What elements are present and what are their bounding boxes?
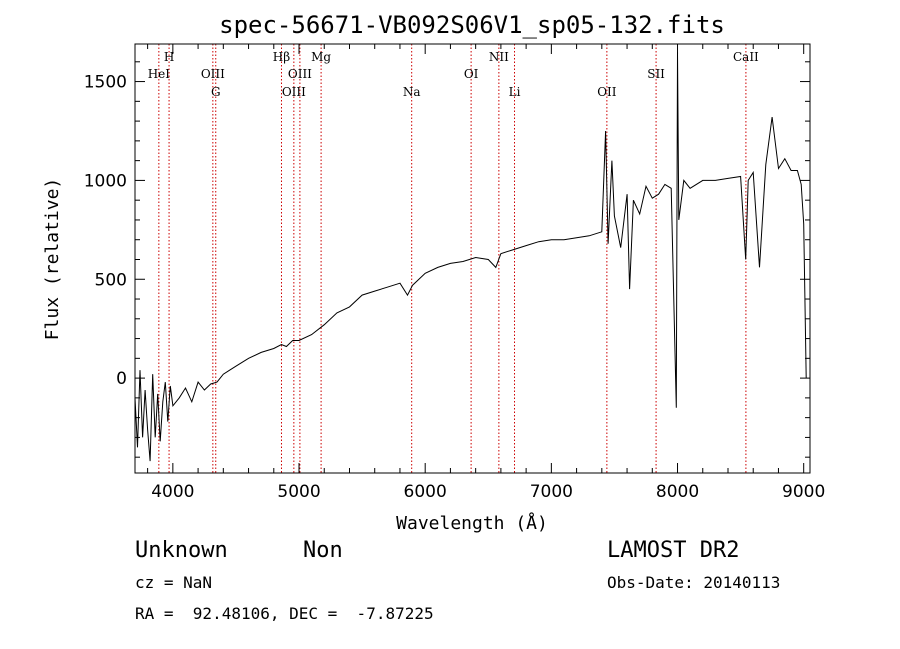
spectral-line-label-4: Hβ [273,50,290,64]
spectral-line-label-14: CaII [733,50,759,64]
spectral-line-label-3: G [211,85,221,99]
spectral-line-label-7: Mg [311,50,331,64]
x-tick-label-4: 8000 [656,482,699,502]
spectral-line-label-5: OIII [282,85,306,99]
redshift-value: cz = NaN [135,573,213,592]
x-tick-label-2: 6000 [404,482,447,502]
y-tick-label-3: 1500 [84,73,127,93]
x-tick-label-0: 4000 [151,482,194,502]
spectral-line-label-6: OIII [288,67,312,81]
spectral-line-label-8: Na [403,85,421,99]
y-tick-label-1: 500 [95,270,127,290]
x-tick-label-3: 7000 [530,482,573,502]
spectral-line-label-10: NII [489,50,509,64]
spectral-line-label-0: HeI [148,67,171,81]
object-class: Unknown [135,538,228,563]
x-tick-label-5: 9000 [782,482,825,502]
plot-area-frame [134,43,811,474]
x-tick-label-1: 5000 [277,482,320,502]
y-tick-label-2: 1000 [84,171,127,191]
observation-date: Obs-Date: 20140113 [607,573,781,592]
spectrum-series [134,51,807,462]
spectral-line-label-13: SII [647,67,665,81]
spectral-line-label-2: OIII [201,67,225,81]
chart-title: spec-56671-VB092S06V1_sp05-132.fits [219,11,725,39]
coordinates: RA = 92.48106, DEC = -7.87225 [135,604,434,623]
spectral-line-markers: HeI H OIII G Hβ OIII OIII Mg Na OI NII Li OII SII CaII [148,44,759,473]
axis-ticks: 4000 5000 6000 7000 8000 9000 0 500 1000 1500 [84,44,825,502]
spectrum-line-0 [134,51,807,462]
y-axis-label: Flux (relative) [42,178,63,341]
spectral-line-label-1: H [164,50,174,64]
object-subclass: Non [303,538,343,563]
y-tick-label-0: 0 [116,369,127,389]
spectral-line-label-9: OI [464,67,479,81]
survey-name: LAMOST DR2 [607,538,740,563]
spectral-line-label-11: Li [509,85,521,99]
x-axis-label: Wavelength (Å) [396,512,548,534]
spectral-line-label-12: OII [597,85,617,99]
